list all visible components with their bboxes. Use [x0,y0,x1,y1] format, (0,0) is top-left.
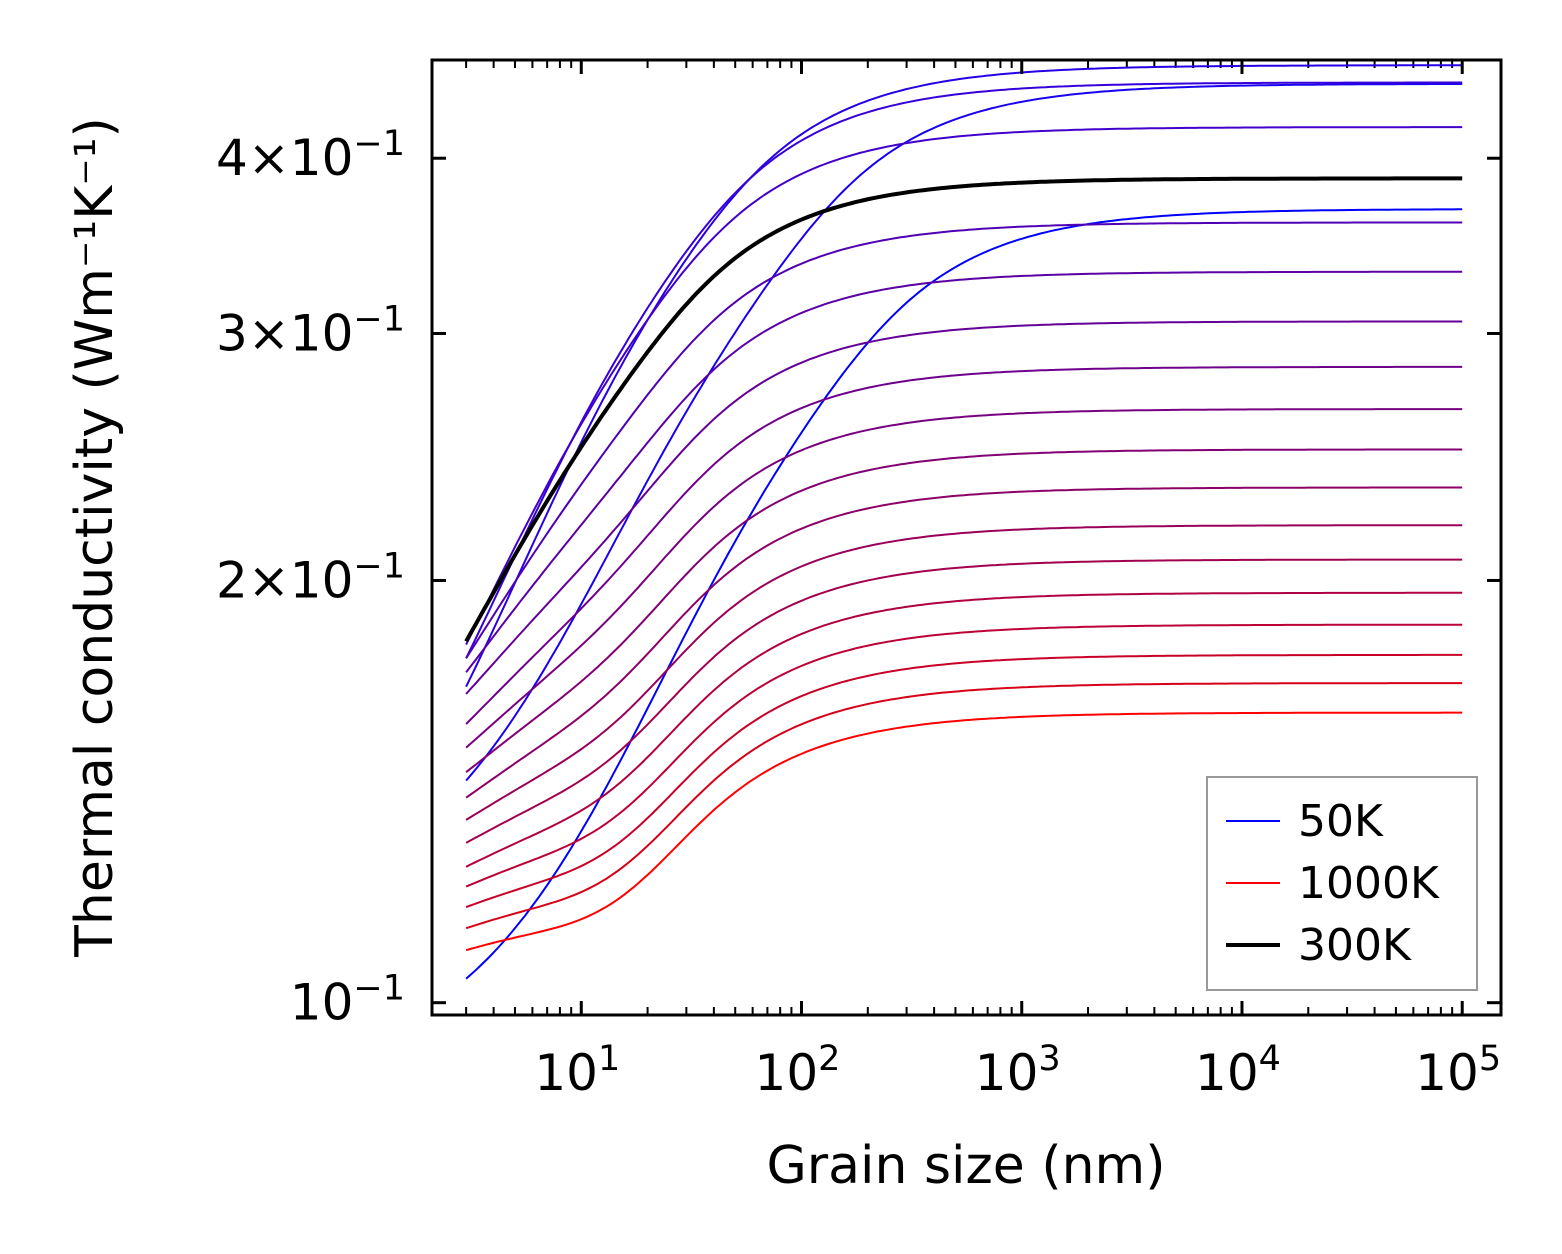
series-line-200K [465,81,1463,659]
series-line-700K [465,524,1463,821]
y-tick-label: 10−1 [290,969,405,1032]
series-line-100K [465,83,1463,782]
series-line-850K [465,623,1463,888]
plot-frame [430,58,1503,1017]
series-line-150K [465,64,1463,688]
x-tick-labels: 101 102 103 104 105 [534,1039,1501,1102]
y-tick-label: 3×10−1 [216,299,405,362]
series-line-650K [465,486,1463,799]
series-line-800K [465,591,1463,868]
series-line-550K [465,408,1463,749]
legend-label: 300K [1298,920,1412,971]
y-tick-label: 2×10−1 [216,546,405,609]
x-tick-label: 104 [1195,1039,1281,1102]
series-line-950K [465,682,1463,930]
series-line-600K [465,448,1463,773]
series-line-450K [465,320,1463,695]
series-line-350K [465,221,1463,659]
x-tick-label: 105 [1415,1039,1501,1102]
legend: 50K 1000K 300K [1206,776,1478,991]
x-tick-label: 103 [975,1039,1061,1102]
series-line-300K [464,176,1463,643]
major-ticks [432,60,1501,1015]
series-line-250K [465,126,1463,646]
x-tick-label: 102 [755,1039,841,1102]
series-lines [464,64,1463,980]
x-tick-label: 101 [534,1039,620,1102]
y-tick-labels: 10−1 2×10−1 3×10−1 4×10−1 [216,124,405,1031]
y-axis-label: Thermal conductivity (Wm⁻¹K⁻¹) [65,117,125,958]
series-line-900K [465,653,1463,909]
series-line-500K [465,365,1463,725]
series-line-50K [465,208,1463,980]
series-line-400K [465,270,1463,673]
series-line-750K [465,558,1463,844]
legend-label: 50K [1298,796,1384,847]
series-line-1000K [465,711,1463,952]
x-axis-label: Grain size (nm) [766,1136,1165,1196]
legend-label: 1000K [1298,858,1440,909]
y-tick-label: 4×10−1 [216,124,405,187]
